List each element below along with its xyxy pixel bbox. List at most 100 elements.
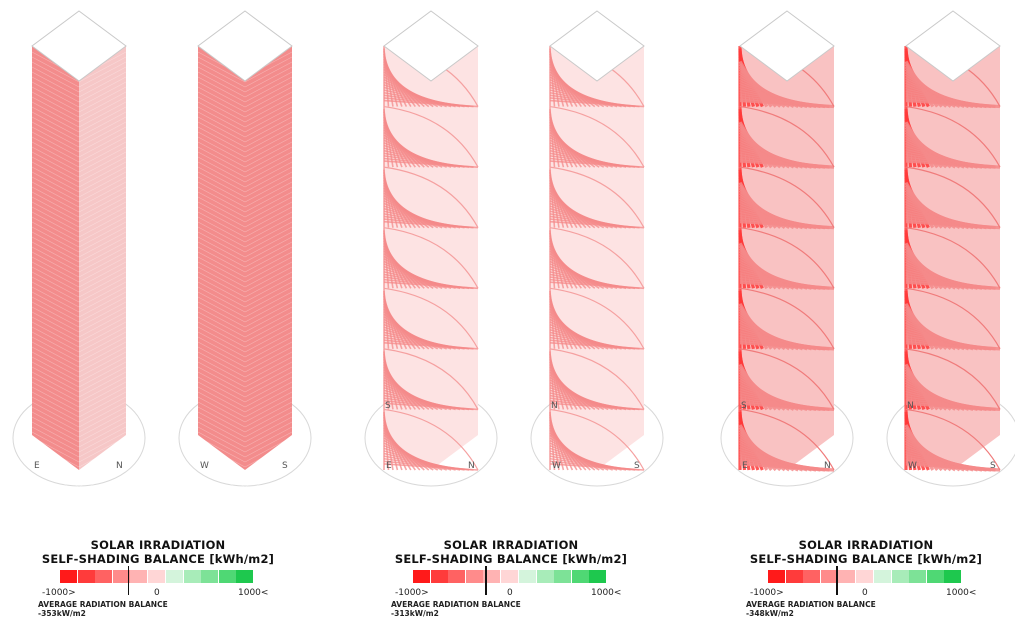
- facade-line: [78, 376, 127, 403]
- facade-line: [244, 446, 293, 473]
- tower-face-right: [245, 46, 292, 470]
- facade-line: [244, 331, 293, 358]
- compass-label-back: N: [907, 401, 914, 411]
- facade-line: [244, 86, 293, 113]
- legend-2: SOLAR IRRADIATION SELF-SHADING BALANCE […: [391, 538, 631, 618]
- facade-line: [197, 266, 246, 293]
- facade-line: [244, 386, 293, 413]
- facade-line: [78, 451, 127, 478]
- facade-line: [197, 146, 246, 173]
- facade-line: [197, 326, 246, 353]
- facade-line: [244, 206, 293, 233]
- facade-line: [78, 301, 127, 328]
- facade-line: [244, 81, 293, 108]
- facade-line: [244, 246, 293, 273]
- facade-line: [78, 161, 127, 188]
- color-scale-1: -1000> 0 1000< AVERAGE RADIATION BALANCE…: [38, 566, 278, 618]
- fin: [549, 281, 645, 290]
- facade-line: [244, 151, 293, 178]
- facade-line: [197, 71, 246, 98]
- facade-line: [197, 66, 246, 93]
- avg-radiation-title: AVERAGE RADIATION BALANCE: [746, 600, 876, 609]
- facade-line: [31, 241, 80, 268]
- facade-line: [244, 176, 293, 203]
- facade-line: [197, 176, 246, 203]
- facade-line: [244, 356, 293, 383]
- facade-line: [78, 186, 127, 213]
- fin: [383, 402, 479, 411]
- facade-line: [31, 76, 80, 103]
- fin: [383, 160, 479, 168]
- facade-line: [31, 81, 80, 108]
- scale-cell-positive: [536, 570, 554, 583]
- facade-line: [31, 206, 80, 233]
- facade-line: [197, 401, 246, 428]
- facade-line: [244, 141, 293, 168]
- facade-line: [197, 241, 246, 268]
- facade-line: [78, 201, 127, 228]
- facade-line: [244, 196, 293, 223]
- facade-line: [78, 426, 127, 453]
- compass-label-left: W: [200, 461, 209, 471]
- facade-line: [244, 421, 293, 448]
- facade-line: [197, 226, 246, 253]
- facade-line: [31, 311, 80, 338]
- fin: [549, 342, 645, 350]
- tower-5: E N S: [720, 10, 854, 487]
- facade-line: [78, 281, 127, 308]
- facade-line: [197, 236, 246, 263]
- avg-radiation-value: -353kW/m2: [38, 609, 86, 618]
- facade-line: [244, 276, 293, 303]
- spiral-edge: [739, 287, 835, 350]
- facade-line: [197, 396, 246, 423]
- facade-line: [78, 336, 127, 363]
- facade-line: [78, 296, 127, 323]
- facade-line: [31, 361, 80, 388]
- facade-line: [31, 151, 80, 178]
- facade-line: [197, 371, 246, 398]
- facade-line: [78, 256, 127, 283]
- scale-cell-negative: [112, 570, 130, 583]
- avg-radiation-label: AVERAGE RADIATION BALANCE -348kW/m2: [746, 600, 876, 618]
- facade-line: [197, 246, 246, 273]
- avg-radiation-value: -313kW/m2: [391, 609, 439, 618]
- facade-line: [78, 276, 127, 303]
- fin: [549, 160, 645, 168]
- facade-line: [78, 271, 127, 298]
- facade-line: [78, 351, 127, 378]
- facade-line: [31, 446, 80, 473]
- facade-line: [244, 116, 293, 143]
- scale-cell-positive: [236, 570, 253, 583]
- compass-label-right: S: [282, 461, 288, 471]
- facade-line: [244, 346, 293, 373]
- facade-line: [244, 146, 293, 173]
- facade-line: [78, 386, 127, 413]
- facade-line: [31, 231, 80, 258]
- facade-line: [244, 211, 293, 238]
- facade-line: [78, 176, 127, 203]
- facade-line: [31, 451, 80, 478]
- facade-line: [31, 246, 80, 273]
- facade-line: [197, 116, 246, 143]
- facade-line: [31, 306, 80, 333]
- facade-line: [244, 336, 293, 363]
- facade-line: [244, 361, 293, 388]
- facade-line: [197, 381, 246, 408]
- facade-line: [244, 106, 293, 133]
- scale-max-label: 1000<: [591, 588, 622, 598]
- facade-line: [31, 156, 80, 183]
- facade-line: [31, 296, 80, 323]
- facade-line: [244, 181, 293, 208]
- average-marker: [127, 566, 130, 595]
- facade-line: [197, 96, 246, 123]
- facade-line: [197, 361, 246, 388]
- fin: [739, 280, 835, 290]
- spiral-edge: [383, 166, 479, 229]
- facade-line: [31, 101, 80, 128]
- facade-line: [31, 216, 80, 243]
- facade-line: [197, 251, 246, 278]
- facade-line: [31, 326, 80, 353]
- facade-line: [197, 141, 246, 168]
- facade-line: [244, 326, 293, 353]
- facade-line: [31, 301, 80, 328]
